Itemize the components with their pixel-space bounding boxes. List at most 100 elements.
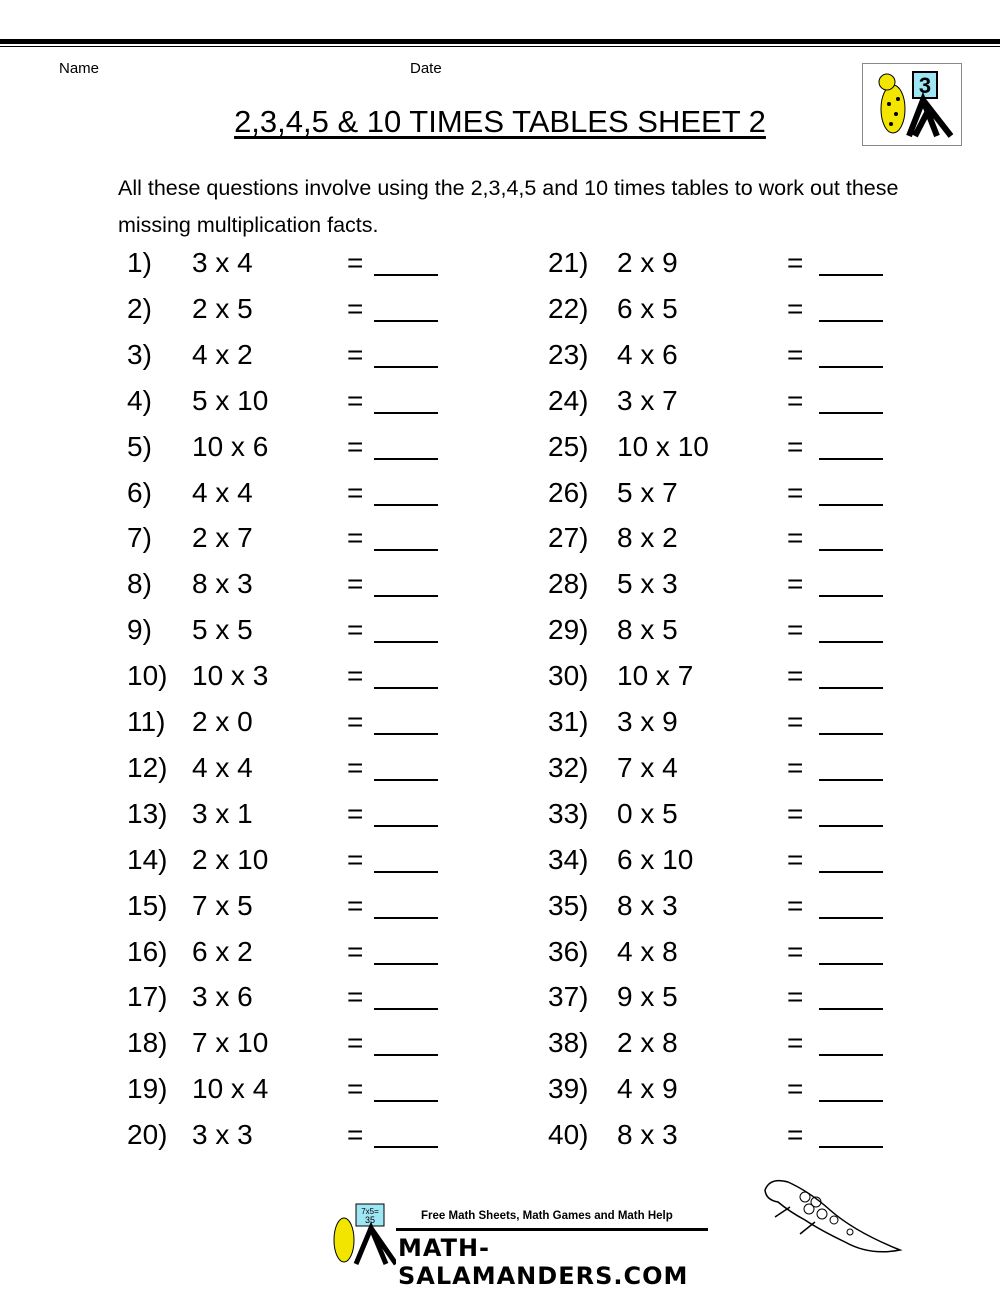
answer-blank[interactable]: [819, 824, 883, 827]
top-rule-thin: [0, 46, 1000, 47]
answer-blank[interactable]: [374, 641, 438, 644]
answer-blank[interactable]: [819, 1008, 883, 1011]
answer-blank[interactable]: [819, 962, 883, 965]
question-expression: 8 x 3: [617, 1119, 678, 1151]
question-number: 23): [548, 338, 589, 370]
question-number: 22): [548, 292, 589, 324]
equals-sign: =: [787, 338, 804, 370]
answer-blank[interactable]: [374, 687, 438, 690]
answer-blank[interactable]: [819, 1054, 883, 1057]
equals-sign: =: [787, 843, 804, 875]
question-number: 25): [548, 430, 589, 462]
answer-blank[interactable]: [374, 824, 438, 827]
question-number: 40): [548, 1119, 589, 1151]
equals-sign: =: [347, 660, 364, 692]
svg-text:7x5=: 7x5=: [361, 1207, 379, 1216]
equals-sign: =: [347, 292, 364, 324]
equals-sign: =: [787, 568, 804, 600]
question-expression: 4 x 2: [192, 338, 253, 370]
question-expression: 3 x 4: [192, 247, 253, 278]
answer-blank[interactable]: [374, 870, 438, 873]
answer-blank[interactable]: [374, 503, 438, 506]
answer-blank[interactable]: [374, 411, 438, 414]
answer-blank[interactable]: [819, 319, 883, 322]
question-expression: 2 x 7: [192, 522, 253, 554]
equals-sign: =: [347, 430, 364, 462]
question-number: 24): [548, 384, 589, 416]
answer-blank[interactable]: [819, 870, 883, 873]
answer-blank[interactable]: [374, 1146, 438, 1149]
question-expression: 2 x 5: [192, 292, 253, 324]
answer-blank[interactable]: [374, 319, 438, 322]
question-number: 18): [127, 1027, 168, 1059]
question-expression: 2 x 9: [617, 247, 678, 278]
question-expression: 3 x 7: [617, 384, 678, 416]
question-expression: 10 x 3: [192, 660, 269, 692]
answer-blank[interactable]: [819, 687, 883, 690]
answer-blank[interactable]: [819, 641, 883, 644]
equals-sign: =: [347, 247, 364, 278]
answer-blank[interactable]: [374, 365, 438, 368]
question-number: 11): [127, 706, 166, 737]
question-number: 37): [548, 981, 589, 1013]
answer-blank[interactable]: [374, 1054, 438, 1057]
answer-blank[interactable]: [819, 916, 883, 919]
question-number: 15): [127, 889, 168, 921]
question-number: 7): [127, 522, 152, 554]
top-rule: [0, 39, 1000, 44]
question-number: 1): [127, 247, 152, 278]
answer-blank[interactable]: [374, 274, 438, 276]
footer-tagline: Free Math Sheets, Math Games and Math He…: [421, 1210, 673, 1222]
question-expression: 10 x 6: [192, 430, 269, 462]
answer-blank[interactable]: [819, 457, 883, 460]
equals-sign: =: [347, 522, 364, 554]
equals-sign: =: [787, 751, 804, 783]
answer-blank[interactable]: [819, 549, 883, 552]
question-expression: 3 x 3: [192, 1119, 253, 1151]
answer-blank[interactable]: [819, 1146, 883, 1149]
answer-blank[interactable]: [374, 457, 438, 460]
answer-blank[interactable]: [374, 595, 438, 598]
question-expression: 2 x 10: [192, 843, 269, 875]
question-number: 12): [127, 751, 168, 783]
question-expression: 7 x 5: [192, 889, 253, 921]
question-number: 27): [548, 522, 589, 554]
answer-blank[interactable]: [819, 411, 883, 414]
answer-blank[interactable]: [374, 549, 438, 552]
answer-blank[interactable]: [374, 1008, 438, 1011]
answer-blank[interactable]: [374, 778, 438, 781]
answer-blank[interactable]: [374, 962, 438, 965]
equals-sign: =: [347, 935, 364, 967]
answer-blank[interactable]: [819, 595, 883, 598]
question-number: 36): [548, 935, 589, 967]
question-number: 17): [127, 981, 168, 1013]
answer-blank[interactable]: [819, 274, 883, 276]
salamander-logo: 3: [862, 63, 962, 146]
question-number: 38): [548, 1027, 589, 1059]
answer-blank[interactable]: [819, 503, 883, 506]
question-expression: 0 x 5: [617, 797, 678, 829]
answer-blank[interactable]: [819, 778, 883, 781]
answer-blank[interactable]: [374, 1100, 438, 1103]
question-number: 10): [127, 660, 168, 692]
answer-blank[interactable]: [819, 365, 883, 368]
question-expression: 5 x 10: [192, 384, 269, 416]
answer-blank[interactable]: [374, 916, 438, 919]
question-expression: 4 x 6: [617, 338, 678, 370]
question-number: 6): [127, 476, 152, 508]
salamander-teacher-icon: 7x5= 35: [333, 1203, 396, 1266]
answer-blank[interactable]: [819, 733, 883, 735]
equals-sign: =: [787, 889, 804, 921]
question-number: 13): [127, 797, 168, 829]
question-expression: 7 x 10: [192, 1027, 269, 1059]
equals-sign: =: [787, 660, 804, 692]
question-number: 35): [548, 889, 589, 921]
question-number: 28): [548, 568, 589, 600]
question-expression: 6 x 2: [192, 935, 253, 967]
answer-blank[interactable]: [819, 1100, 883, 1103]
question-expression: 5 x 5: [192, 614, 253, 646]
equals-sign: =: [347, 981, 364, 1013]
answer-blank[interactable]: [374, 733, 438, 735]
equals-sign: =: [787, 384, 804, 416]
question-expression: 3 x 6: [192, 981, 253, 1013]
